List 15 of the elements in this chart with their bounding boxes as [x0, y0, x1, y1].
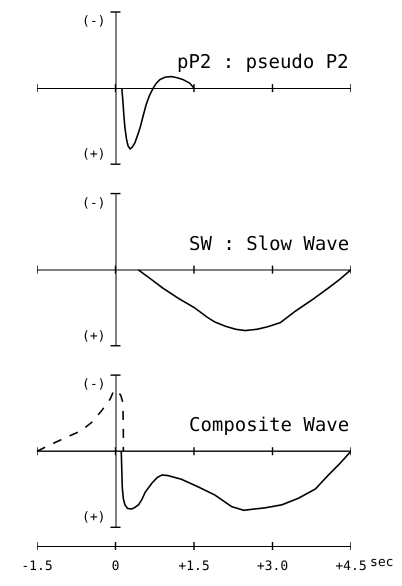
- text: Composite Wave: [189, 414, 350, 436]
- chart-title: SW : Slow Wave: [189, 233, 350, 255]
- x-tick-label: +1.5: [178, 558, 210, 574]
- x-tick-label: 0: [112, 558, 120, 574]
- annotation: (+): [82, 510, 106, 525]
- annotation: (-): [82, 377, 106, 392]
- x-tick-label: +4.5: [335, 558, 367, 574]
- x-tick-label: -1.5: [21, 558, 53, 574]
- text: (-): [82, 196, 106, 211]
- x-tick-label: +3.0: [256, 558, 288, 574]
- chart-title: pP2 : pseudo P2: [177, 51, 349, 73]
- annotation: (+): [82, 329, 106, 344]
- x-axis-title: sec: [370, 555, 394, 570]
- text: (-): [82, 14, 106, 29]
- annotation: (+): [82, 147, 106, 162]
